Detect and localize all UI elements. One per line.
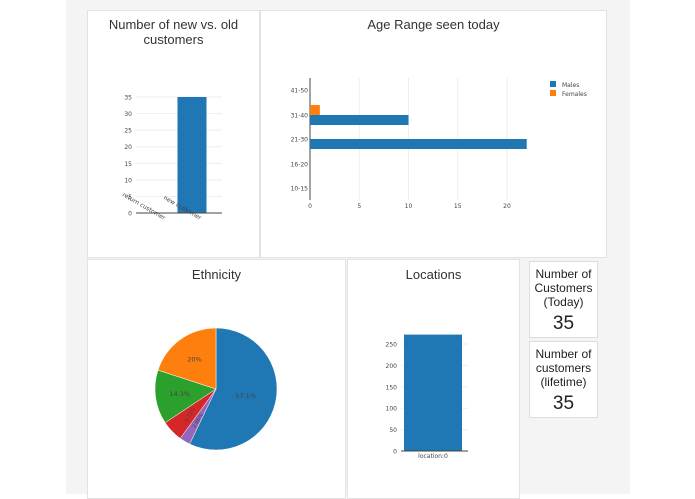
bar-males-21-30 <box>310 139 527 149</box>
chart-title: Locations <box>405 267 462 282</box>
y-tick-label: 5 <box>128 194 132 201</box>
card-customers-lifetime: Number of customers (lifetime) 35 <box>529 341 598 418</box>
legend-swatch-males <box>550 81 556 87</box>
card-label: Number of Customers (Today) <box>534 267 593 309</box>
legend-label-females: Females <box>562 91 587 98</box>
card-value: 35 <box>552 313 575 334</box>
x-tick-label: location:0 <box>418 453 448 460</box>
y-tick-label: 10-15 <box>291 186 309 193</box>
y-tick-label: 150 <box>386 384 398 391</box>
pie-slice <box>157 327 217 390</box>
x-tick-label: 0 <box>308 203 312 210</box>
chart-title: Number of new vs. old customers <box>108 17 239 47</box>
panel-age-range: Age Range seen today <box>260 10 607 258</box>
panel-new-old-customers: Number of new vs. old customers <box>87 10 260 258</box>
bar-females-31-40 <box>310 105 320 115</box>
pie-slice-label: 20% <box>187 355 201 363</box>
chart-title: Age Range seen today <box>367 17 500 32</box>
y-tick-label: 16-20 <box>291 162 309 169</box>
y-tick-label: 41-50 <box>291 88 309 95</box>
y-tick-label: 31-40 <box>291 113 309 120</box>
bar-males-31-40 <box>310 115 409 125</box>
y-tick-label: 100 <box>386 406 398 413</box>
y-tick-label: 10 <box>124 177 132 184</box>
y-tick-label: 50 <box>389 427 397 434</box>
x-tick-label: 20 <box>503 203 511 210</box>
y-tick-label: 21-30 <box>291 137 309 144</box>
x-tick-label: 10 <box>405 203 413 210</box>
card-value: 35 <box>552 393 575 414</box>
legend-label-males: Males <box>562 82 579 89</box>
pie-slice-label: 57.1% <box>235 392 256 400</box>
pie-slice <box>154 369 217 424</box>
bar-new-customer <box>177 97 207 213</box>
pie-slice-label: 14.3% <box>169 390 190 398</box>
y-tick-label: 0 <box>128 211 132 218</box>
card-customers-today: Number of Customers (Today) 35 <box>529 261 598 338</box>
legend-swatch-females <box>550 90 556 96</box>
y-tick-label: 30 <box>124 111 132 118</box>
y-tick-label: 0 <box>393 449 397 456</box>
y-tick-label: 20 <box>124 144 132 151</box>
y-tick-label: 200 <box>386 363 398 370</box>
card-label: Number of customers (lifetime) <box>535 347 592 389</box>
x-tick-label: 5 <box>357 203 361 210</box>
bar-location-0 <box>404 334 462 451</box>
pie-slice <box>189 327 278 451</box>
y-tick-label: 15 <box>124 161 132 168</box>
y-tick-label: 35 <box>124 95 132 102</box>
y-tick-label: 25 <box>124 128 132 135</box>
y-tick-label: 250 <box>386 342 398 349</box>
chart-title: Ethnicity <box>191 267 242 282</box>
x-tick-label: 15 <box>454 203 462 210</box>
